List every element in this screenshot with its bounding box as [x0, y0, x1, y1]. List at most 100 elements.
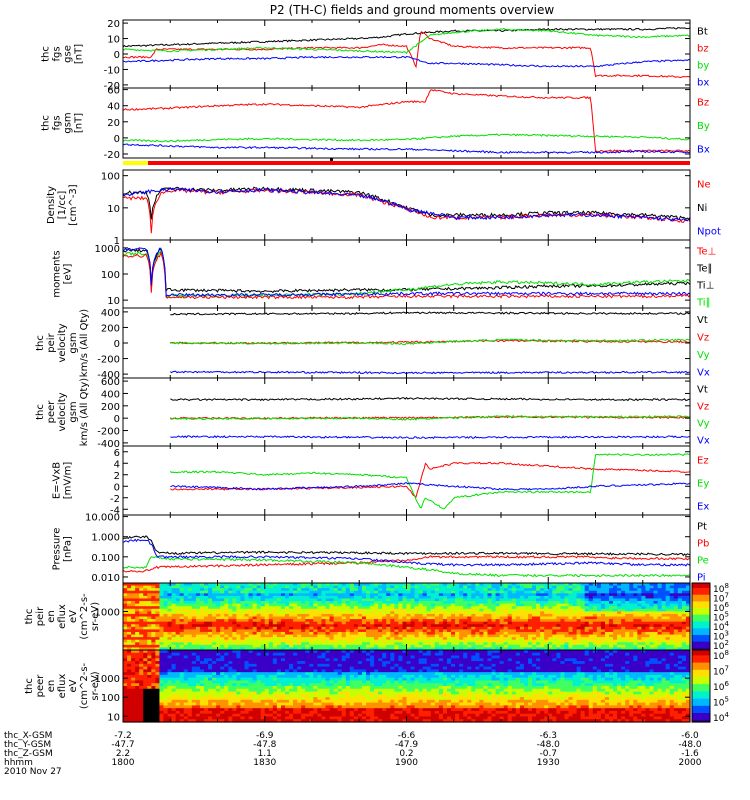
- colorbar-tick-label: 102: [713, 639, 729, 652]
- quality-bar: [123, 158, 690, 165]
- y-axis-label: eflux: [57, 674, 68, 699]
- x-row-value: 1830: [253, 758, 276, 768]
- series-Ti⊥: [122, 248, 691, 294]
- colorbar-tick-label: 106: [713, 601, 729, 614]
- y-tick-label: 1.000: [91, 533, 120, 544]
- panel-3: 100 10 1 Density [1/cc] [cm^-3] Ne Ni Npot: [46, 169, 721, 247]
- y-axis-label: en: [46, 610, 57, 623]
- series-bz: [122, 31, 691, 79]
- legend-entry: Ey: [697, 479, 709, 490]
- colorbar-tick-label: 105: [713, 696, 729, 709]
- x-row-value: -47.9: [395, 740, 419, 750]
- colorbar-tick-label: 108: [713, 649, 729, 662]
- series-Vx: [170, 435, 691, 440]
- y-tick-label: 6: [114, 448, 120, 459]
- y-tick-label: 20: [107, 118, 120, 129]
- y-tick-label: -20: [104, 81, 120, 92]
- y-axis-label: velocity: [57, 392, 68, 431]
- legend-entry: bx: [697, 78, 709, 89]
- colorbar-tick-label: 104: [713, 711, 729, 724]
- legend-entry: Vz: [697, 402, 709, 413]
- legend-entry: by: [697, 61, 709, 72]
- legend-entry: Ez: [697, 456, 709, 467]
- series-Ne: [122, 187, 691, 234]
- x-row-value: 1930: [537, 758, 560, 768]
- y-axis-label: peir: [35, 606, 46, 626]
- x-row-value: -6.0: [681, 731, 699, 741]
- x-date-label: 2010 Nov 27: [4, 767, 62, 777]
- series-Vy: [170, 338, 691, 346]
- y-tick-label: 1000: [95, 674, 120, 685]
- series-By: [122, 133, 691, 143]
- y-axis-label: thc: [41, 46, 52, 62]
- plot-title: P2 (TH-C) fields and ground moments over…: [270, 3, 555, 17]
- y-axis-label: thc: [41, 115, 52, 131]
- y-tick-label: 0: [114, 414, 120, 425]
- y-axis-label: gsm: [63, 112, 74, 133]
- panel-10: 108 107 106 105 104 1000 100 10 thc peer en eflux eV…: [24, 649, 729, 724]
- y-axis-label: fgs: [52, 115, 63, 130]
- series-Npot: [122, 187, 691, 222]
- series-Ez: [170, 461, 691, 498]
- legend-entry: Vz: [697, 332, 709, 343]
- y-axis-label: thc: [24, 678, 35, 694]
- legend-entry: Pi: [697, 573, 706, 584]
- x-row-label: thc_X-GSM: [4, 731, 52, 741]
- y-tick-label: 400: [101, 308, 120, 319]
- y-axis-label: sr-eV): [90, 602, 101, 631]
- x-row-value: -1.6: [681, 749, 699, 759]
- y-tick-label: -200: [97, 355, 120, 366]
- x-row-value: 2000: [679, 758, 702, 768]
- panel-8: 10.000 1.000 0.100 0.010 Pressure [nPa] Pt Pb Pe…: [52, 513, 710, 584]
- y-tick-label: 1: [114, 236, 120, 247]
- x-row-value: 0.2: [399, 749, 413, 759]
- y-axis-label: thc: [35, 404, 46, 420]
- y-tick-label: 10: [107, 712, 120, 723]
- y-tick-label: 20: [107, 19, 120, 30]
- x-row-value: 1900: [395, 758, 418, 768]
- series-Pi: [122, 538, 691, 567]
- y-tick-label: -400: [97, 370, 120, 381]
- y-tick-label: 40: [107, 102, 120, 113]
- colorbar-tick-label: 107: [713, 665, 729, 678]
- colorbar-tick-label: 107: [713, 592, 729, 605]
- legend-entry: Npot: [697, 226, 721, 237]
- x-row-value: -7.2: [114, 731, 132, 741]
- y-tick-label: 10: [107, 204, 120, 215]
- legend-entry: Pt: [697, 522, 707, 533]
- y-axis-label: velocity: [57, 323, 68, 362]
- legend-entry: Bz: [697, 98, 709, 109]
- y-tick-label: 600: [101, 377, 120, 388]
- y-tick-label: -400: [97, 439, 120, 450]
- y-axis-label: (cm^2-s-: [79, 662, 90, 709]
- legend-entry: Ni: [697, 203, 707, 214]
- legend-entry: Vx: [697, 367, 710, 378]
- colorbar-tick-label: 106: [713, 680, 729, 693]
- y-tick-label: 0: [114, 339, 120, 350]
- series-by: [122, 27, 691, 55]
- y-axis-label: gse: [63, 45, 74, 63]
- legend-entry: Vy: [697, 419, 710, 430]
- y-axis-label: Density: [46, 186, 57, 224]
- y-axis-label: en: [46, 680, 57, 693]
- y-tick-label: 100: [101, 172, 120, 183]
- series-Vt: [170, 396, 691, 402]
- y-axis-label: thc: [24, 609, 35, 625]
- y-tick-label: 10.000: [85, 513, 120, 524]
- y-axis-label: km/s (All Qty): [79, 309, 90, 377]
- colorbar-tick-label: 108: [713, 582, 729, 595]
- x-row-label: thc_Y-GSM: [4, 740, 51, 750]
- y-tick-label: 0: [114, 50, 120, 61]
- y-axis-label: E=-VxB: [52, 462, 63, 499]
- y-axis-label: gsm: [68, 401, 79, 422]
- x-row-value: -47.7: [111, 740, 134, 750]
- y-tick-label: 100: [101, 693, 120, 704]
- panel-5: 400 200 0 -200 -400 thc peir velocity gsm km/s (A…: [35, 307, 710, 381]
- x-row-value: -6.9: [256, 731, 274, 741]
- series-Ey: [169, 453, 691, 510]
- y-axis-label: (cm^2-s-: [79, 593, 90, 640]
- y-axis-label: moments: [52, 250, 63, 297]
